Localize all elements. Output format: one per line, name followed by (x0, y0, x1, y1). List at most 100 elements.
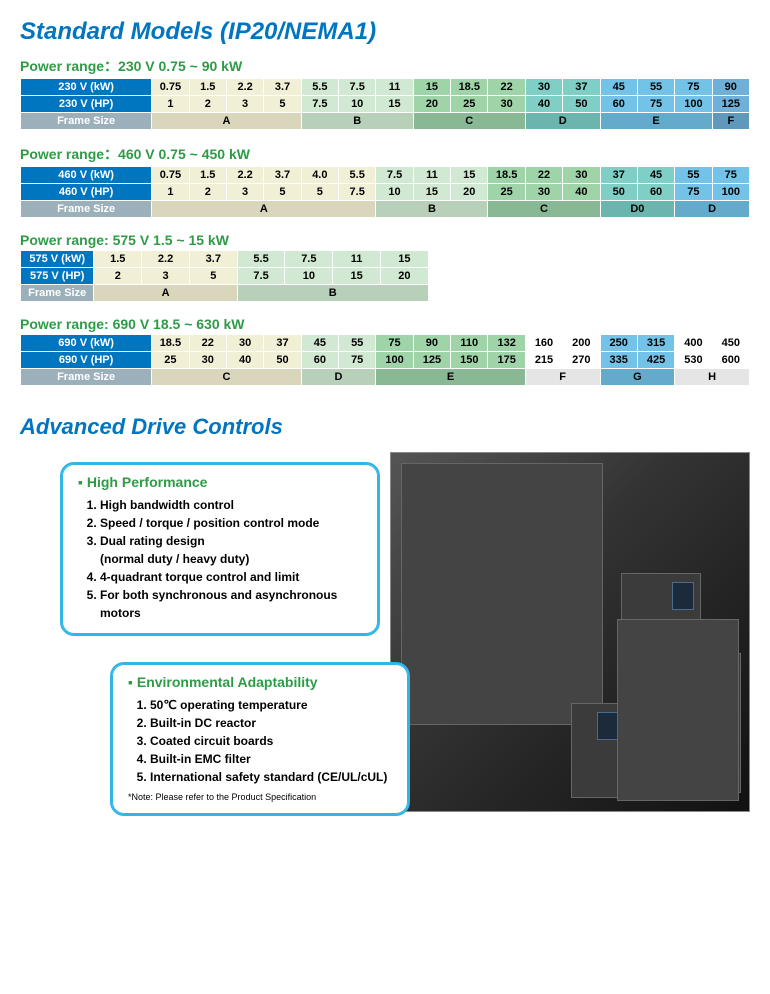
spec-cell: 55 (675, 167, 712, 184)
spec-cell: 45 (637, 167, 674, 184)
spec-cell: 1 (152, 184, 189, 201)
spec-cell: 1 (152, 96, 189, 113)
spec-cell: 30 (525, 184, 562, 201)
spec-cell: 2 (189, 184, 226, 201)
spec-cell: 22 (189, 335, 226, 352)
spec-cell: 40 (563, 184, 600, 201)
spec-cell: 400 (675, 335, 712, 352)
spec-cell: 10 (339, 96, 376, 113)
spec-cell: 25 (488, 184, 525, 201)
spec-cell: 45 (600, 79, 637, 96)
frame-size-cell: D (301, 369, 376, 386)
spec-cell: 250 (600, 335, 637, 352)
spec-cell: 3 (142, 268, 190, 285)
spec-cell: 5.5 (339, 167, 376, 184)
spec-cell: 50 (264, 352, 301, 369)
spec-cell: 335 (600, 352, 637, 369)
spec-cell: 3 (226, 96, 263, 113)
spec-cell: 10 (376, 184, 413, 201)
spec-cell: 100 (675, 96, 712, 113)
spec-cell: 10 (285, 268, 333, 285)
frame-size-cell: B (301, 113, 413, 130)
spec-cell: 37 (600, 167, 637, 184)
frame-size-cell: A (94, 285, 237, 302)
advanced-title: Advanced Drive Controls (20, 414, 750, 440)
spec-cell: 2.2 (226, 167, 263, 184)
spec-cell: 50 (563, 96, 600, 113)
spec-cell: 15 (413, 79, 450, 96)
spec-table: 575 V (kW)1.52.23.75.57.51115575 V (HP)2… (20, 250, 429, 302)
spec-cell: 11 (333, 251, 381, 268)
spec-cell: 2 (94, 268, 142, 285)
spec-cell: 7.5 (339, 184, 376, 201)
spec-cell: 20 (413, 96, 450, 113)
spec-cell: 425 (637, 352, 674, 369)
spec-cell: 110 (451, 335, 488, 352)
row-label: Frame Size (21, 369, 152, 386)
frame-size-cell: B (237, 285, 428, 302)
spec-cell: 175 (488, 352, 525, 369)
spec-cell: 37 (264, 335, 301, 352)
spec-cell: 40 (525, 96, 562, 113)
frame-size-cell: E (376, 369, 525, 386)
spec-cell: 215 (525, 352, 562, 369)
spec-cell: 11 (413, 167, 450, 184)
spec-cell: 7.5 (285, 251, 333, 268)
spec-cell: 3.7 (264, 79, 301, 96)
spec-cell: 50 (600, 184, 637, 201)
spec-cell: 25 (152, 352, 189, 369)
spec-table: 230 V (kW)0.751.52.23.75.57.5111518.5223… (20, 78, 750, 130)
spec-cell: 200 (563, 335, 600, 352)
spec-cell: 75 (339, 352, 376, 369)
spec-cell: 75 (637, 96, 674, 113)
spec-cell: 2.2 (142, 251, 190, 268)
spec-table: 460 V (kW)0.751.52.23.74.05.57.5111518.5… (20, 166, 750, 218)
spec-cell: 30 (226, 335, 263, 352)
frame-size-cell: B (376, 201, 488, 218)
spec-cell: 2 (189, 96, 226, 113)
spec-cell: 100 (712, 184, 749, 201)
spec-table: 690 V (kW)18.522303745557590110132160200… (20, 334, 750, 386)
spec-cell: 4.0 (301, 167, 338, 184)
callout-item: For both synchronous and asynchronous mo… (100, 586, 362, 622)
spec-cell: 7.5 (301, 96, 338, 113)
spec-cell: 5.5 (237, 251, 285, 268)
spec-cell: 0.75 (152, 167, 189, 184)
spec-cell: 18.5 (451, 79, 488, 96)
frame-size-cell: F (525, 369, 600, 386)
spec-cell: 30 (525, 79, 562, 96)
callout-list: High bandwidth controlSpeed / torque / p… (78, 496, 362, 622)
spec-cell: 5.5 (301, 79, 338, 96)
spec-cell: 25 (451, 96, 488, 113)
spec-cell: 20 (380, 268, 428, 285)
frame-size-cell: C (488, 201, 600, 218)
callout-item: Built-in DC reactor (150, 714, 392, 732)
spec-cell: 75 (675, 79, 712, 96)
spec-cell: 18.5 (488, 167, 525, 184)
frame-size-cell: E (600, 113, 712, 130)
spec-cell: 18.5 (152, 335, 189, 352)
spec-cell: 100 (376, 352, 413, 369)
spec-cell: 22 (488, 79, 525, 96)
spec-cell: 1.5 (189, 167, 226, 184)
spec-cell: 270 (563, 352, 600, 369)
spec-cell: 7.5 (376, 167, 413, 184)
frame-size-cell: H (675, 369, 750, 386)
frame-size-cell: D (525, 113, 600, 130)
spec-cell: 5 (264, 96, 301, 113)
frame-size-cell: C (152, 369, 301, 386)
row-label: 575 V (HP) (21, 268, 94, 285)
callout-item: Coated circuit boards (150, 732, 392, 750)
callout-item: 4-quadrant torque control and limit (100, 568, 362, 586)
spec-cell: 75 (376, 335, 413, 352)
spec-cell: 60 (301, 352, 338, 369)
callout-item: Dual rating design(normal duty / heavy d… (100, 532, 362, 568)
product-photo (390, 452, 750, 812)
spec-cell: 60 (637, 184, 674, 201)
spec-cell: 150 (451, 352, 488, 369)
power-range-label: Power range：230 V 0.75 ~ 90 kW (20, 56, 750, 76)
spec-cell: 7.5 (339, 79, 376, 96)
spec-cell: 5 (264, 184, 301, 201)
row-label: Frame Size (21, 113, 152, 130)
frame-size-cell: C (413, 113, 525, 130)
